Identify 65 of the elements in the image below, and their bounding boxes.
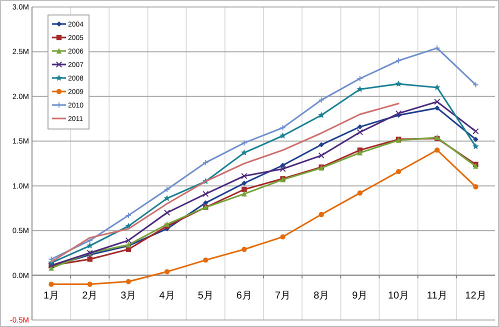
x-tick-label: 8月 <box>314 290 330 302</box>
point <box>395 80 402 87</box>
point <box>86 237 93 244</box>
point <box>280 162 286 168</box>
x-tick-label: 12月 <box>465 290 486 302</box>
x-tick-label: 1月 <box>44 290 60 302</box>
point <box>164 269 170 274</box>
point <box>318 212 324 218</box>
point <box>318 112 325 118</box>
x-tick-label: 5月 <box>198 290 214 302</box>
point <box>473 184 478 190</box>
point <box>396 168 402 174</box>
point <box>241 140 248 146</box>
point <box>434 45 440 52</box>
x-tick-label: 2月 <box>82 290 98 302</box>
point <box>86 242 94 249</box>
point <box>395 110 402 117</box>
x-tick-label: 10月 <box>388 290 410 302</box>
point <box>164 221 170 227</box>
point <box>357 150 363 156</box>
point <box>242 180 247 186</box>
x-tick-label: 7月 <box>275 290 291 302</box>
point <box>473 136 478 142</box>
point <box>318 96 324 104</box>
point <box>357 190 363 196</box>
point <box>434 105 440 111</box>
point <box>240 149 248 156</box>
point <box>164 186 170 193</box>
point <box>242 246 247 252</box>
point <box>356 86 364 92</box>
x-tick-label: 6月 <box>236 290 252 302</box>
point <box>280 132 286 139</box>
point <box>318 152 324 159</box>
point <box>164 194 170 202</box>
point <box>395 58 402 64</box>
point <box>434 147 440 153</box>
point <box>472 143 479 150</box>
point <box>472 128 479 134</box>
point <box>434 84 440 90</box>
point <box>280 166 286 172</box>
point <box>48 282 54 287</box>
point <box>356 129 364 136</box>
point <box>357 124 363 130</box>
point <box>434 98 440 105</box>
point <box>202 160 209 166</box>
point <box>318 142 324 148</box>
point <box>126 278 132 284</box>
point <box>164 210 170 216</box>
point <box>203 257 208 263</box>
x-tick-label: 3月 <box>120 290 136 302</box>
point <box>280 124 286 131</box>
point <box>241 172 248 180</box>
x-tick-label: 9月 <box>352 290 368 302</box>
point <box>356 75 364 82</box>
x-tick-label: 4月 <box>159 290 175 302</box>
point <box>280 234 286 240</box>
point <box>125 212 132 218</box>
point <box>242 186 247 192</box>
point <box>87 256 92 262</box>
point <box>242 190 247 197</box>
point <box>202 190 209 198</box>
point <box>203 200 208 206</box>
x-tick-label: 11月 <box>426 290 448 302</box>
point <box>87 282 92 287</box>
point <box>125 237 132 244</box>
